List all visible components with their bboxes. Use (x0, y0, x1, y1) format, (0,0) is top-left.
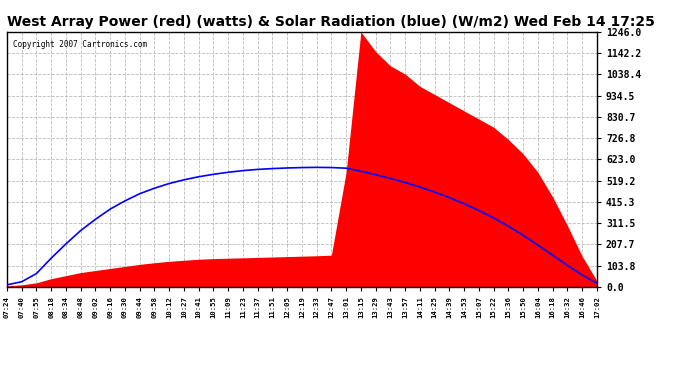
Text: Copyright 2007 Cartronics.com: Copyright 2007 Cartronics.com (13, 39, 147, 48)
Text: West Array Power (red) (watts) & Solar Radiation (blue) (W/m2) Wed Feb 14 17:25: West Array Power (red) (watts) & Solar R… (7, 15, 655, 29)
